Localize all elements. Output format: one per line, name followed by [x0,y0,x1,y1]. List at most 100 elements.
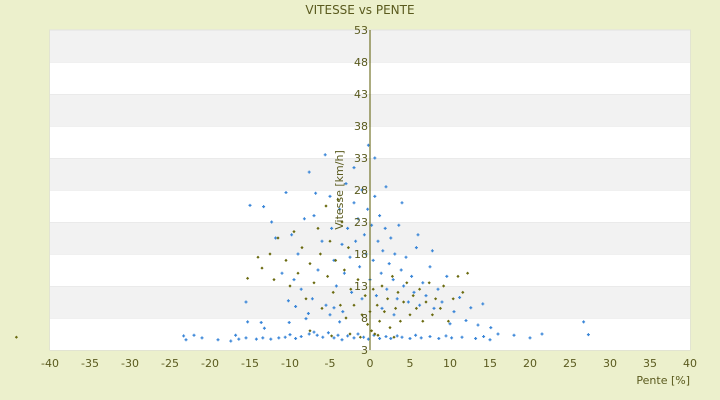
data-point-series1 [321,335,325,339]
data-point-series1 [307,332,311,336]
data-point-series2 [382,310,386,314]
data-point-series2 [324,204,328,208]
data-point-series2 [276,236,280,240]
data-point-series1 [244,336,248,340]
data-point-series1 [344,182,348,186]
data-point-series1 [400,201,404,205]
data-point-series1 [287,320,291,324]
x-tick-label: 10 [443,357,457,370]
x-tick-label: -40 [41,357,59,370]
data-point-series1 [192,333,196,337]
data-point-series1 [391,278,395,282]
data-point-series2 [411,294,415,298]
data-point-series1 [248,203,252,207]
data-point-series2 [300,246,304,250]
data-point-series1 [373,156,377,160]
data-point-series2 [288,284,292,288]
data-point-series1 [328,194,332,198]
data-point-series1 [332,336,336,340]
y-tick-label: 48 [354,56,368,69]
data-point-series2 [373,332,377,336]
data-point-series2 [424,300,428,304]
data-point-series2 [461,290,465,294]
data-point-series1 [332,306,336,310]
data-point-series1 [421,281,425,285]
data-point-series2 [246,276,250,280]
data-point-series1 [294,304,298,308]
data-point-series1 [324,303,328,307]
data-point-series1 [489,326,493,330]
data-point-series1 [512,333,516,337]
data-point-series1 [292,278,296,282]
data-point-series1 [380,306,384,310]
data-point-series1 [378,336,382,340]
data-point-series1 [476,323,480,327]
data-point-series1 [270,220,274,224]
data-point-series2 [398,319,402,323]
data-point-series1 [352,201,356,205]
data-point-series1 [341,310,345,314]
data-point-series1 [346,334,350,338]
data-point-series1 [444,334,448,338]
data-point-series1 [414,333,418,337]
data-point-series1 [385,287,389,291]
data-point-series1 [582,320,586,324]
data-point-series1 [262,205,266,209]
data-point-series1 [445,274,449,278]
data-point-series1 [216,338,220,342]
x-tick-label: -20 [201,357,219,370]
data-point-series1 [408,336,412,340]
x-tick-label: -35 [81,357,99,370]
data-point-series1 [320,239,324,243]
data-point-series1 [334,284,338,288]
data-point-series2 [342,268,346,272]
data-point-series2 [394,306,398,310]
data-point-series1 [290,233,294,237]
data-point-series1 [348,255,352,259]
data-point-series1 [246,320,250,324]
chart-title: VITESSE vs PENTE [305,3,414,17]
y-axis-label: Vitesse [km/h] [333,150,346,230]
data-point-series1 [383,226,387,230]
data-point-series1 [284,191,288,195]
data-point-series2 [348,332,352,336]
data-point-series2 [360,313,364,317]
data-point-series2 [256,255,260,259]
data-point-series1 [352,166,356,170]
data-point-series2 [378,319,382,323]
data-point-series1 [280,271,284,275]
data-point-series1 [440,300,444,304]
data-point-series1 [395,334,399,338]
data-point-series2 [390,274,394,278]
data-point-series1 [360,188,364,192]
data-point-series1 [389,236,393,240]
data-point-series1 [356,332,360,336]
data-point-series1 [458,296,462,300]
data-point-series2 [402,300,406,304]
x-tick-label: 0 [367,357,374,370]
data-point-series1 [328,313,332,317]
data-point-series1 [299,287,303,291]
data-point-series1 [366,207,370,211]
data-point-series2 [292,230,296,234]
data-point-series1 [404,255,408,259]
data-point-series2 [344,316,348,320]
data-point-series1 [437,336,441,340]
data-point-series1 [424,294,428,298]
data-point-series2 [380,284,384,288]
data-point-series2 [346,246,350,250]
x-tick-label: 40 [683,357,697,370]
data-point-series2 [438,306,442,310]
x-tick-label: 15 [483,357,497,370]
data-point-series2 [304,297,308,301]
data-point-series1 [474,336,478,340]
data-point-series2 [320,306,324,310]
data-point-series2 [331,290,335,294]
data-point-series1 [488,338,492,342]
data-point-series1 [418,303,422,307]
data-point-series2 [418,287,422,291]
x-axis-label: Pente [%] [636,374,690,387]
data-point-series1 [326,331,330,335]
data-point-series1 [406,300,410,304]
data-point-series2 [451,297,455,301]
